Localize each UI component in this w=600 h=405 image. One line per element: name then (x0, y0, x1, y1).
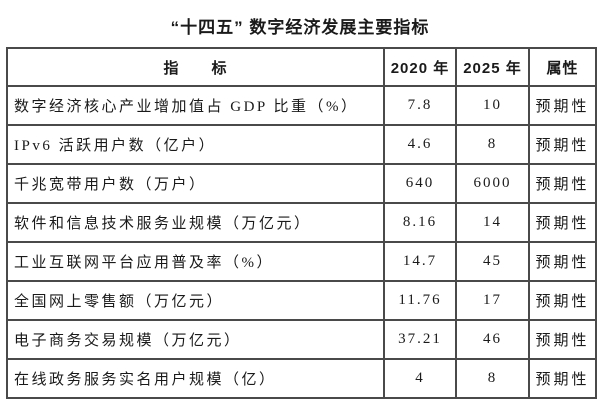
value-2025-cell: 45 (455, 241, 530, 282)
value-2025-cell: 46 (455, 319, 530, 360)
attribute-cell: 预期性 (528, 280, 597, 321)
indicator-cell: 软件和信息技术服务业规模（万亿元） (6, 202, 385, 243)
value-2025-cell: 17 (455, 280, 530, 321)
indicator-cell: 数字经济核心产业增加值占 GDP 比重（%） (6, 85, 385, 126)
header-2025: 2025 年 (455, 47, 530, 87)
value-2025-cell: 10 (455, 85, 530, 126)
indicator-cell: IPv6 活跃用户数（亿户） (6, 124, 385, 165)
indicator-cell: 工业互联网平台应用普及率（%） (6, 241, 385, 282)
value-2020-cell: 4 (383, 358, 457, 399)
value-2025-cell: 8 (455, 124, 530, 165)
attribute-cell: 预期性 (528, 85, 597, 126)
attribute-cell: 预期性 (528, 163, 597, 204)
attribute-cell: 预期性 (528, 358, 597, 399)
value-2020-cell: 37.21 (383, 319, 457, 360)
table-row: 千兆宽带用户数（万户） 640 6000 预期性 (6, 163, 597, 204)
value-2020-cell: 8.16 (383, 202, 457, 243)
indicators-table: 指 标 2020 年 2025 年 属性 数字经济核心产业增加值占 GDP 比重… (6, 47, 597, 399)
table-row: 工业互联网平台应用普及率（%） 14.7 45 预期性 (6, 241, 597, 282)
table-row: 软件和信息技术服务业规模（万亿元） 8.16 14 预期性 (6, 202, 597, 243)
table-row: 全国网上零售额（万亿元） 11.76 17 预期性 (6, 280, 597, 321)
page-title: “十四五” 数字经济发展主要指标 (170, 18, 430, 37)
value-2020-cell: 7.8 (383, 85, 457, 126)
table-row: IPv6 活跃用户数（亿户） 4.6 8 预期性 (6, 124, 597, 165)
indicator-cell: 千兆宽带用户数（万户） (6, 163, 385, 204)
table-header: 指 标 2020 年 2025 年 属性 (6, 47, 597, 87)
indicator-cell: 电子商务交易规模（万亿元） (6, 319, 385, 360)
indicator-cell: 在线政务服务实名用户规模（亿） (6, 358, 385, 399)
table-body: 数字经济核心产业增加值占 GDP 比重（%） 7.8 10 预期性 IPv6 活… (6, 85, 597, 399)
value-2020-cell: 4.6 (383, 124, 457, 165)
header-2020: 2020 年 (383, 47, 457, 87)
table-row: 数字经济核心产业增加值占 GDP 比重（%） 7.8 10 预期性 (6, 85, 597, 126)
value-2025-cell: 6000 (455, 163, 530, 204)
attribute-cell: 预期性 (528, 241, 597, 282)
value-2020-cell: 11.76 (383, 280, 457, 321)
table-row: 电子商务交易规模（万亿元） 37.21 46 预期性 (6, 319, 597, 360)
value-2020-cell: 640 (383, 163, 457, 204)
value-2020-cell: 14.7 (383, 241, 457, 282)
attribute-cell: 预期性 (528, 202, 597, 243)
value-2025-cell: 8 (455, 358, 530, 399)
header-indicator: 指 标 (6, 47, 385, 87)
table-row: 在线政务服务实名用户规模（亿） 4 8 预期性 (6, 358, 597, 399)
header-row: 指 标 2020 年 2025 年 属性 (6, 47, 597, 87)
value-2025-cell: 14 (455, 202, 530, 243)
indicator-cell: 全国网上零售额（万亿元） (6, 280, 385, 321)
header-attribute: 属性 (528, 47, 597, 87)
attribute-cell: 预期性 (528, 124, 597, 165)
attribute-cell: 预期性 (528, 319, 597, 360)
